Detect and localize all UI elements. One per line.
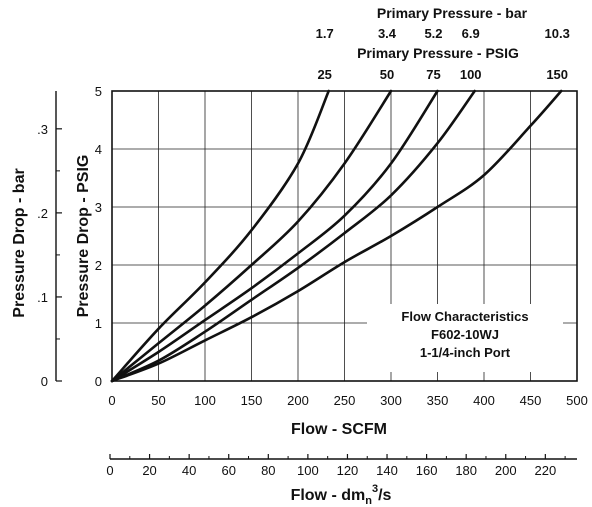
x-tick-label: 100 xyxy=(194,393,216,408)
series-line-25-psig xyxy=(110,89,330,383)
x2-tick-label: 40 xyxy=(182,463,196,478)
x2-tick-label: 60 xyxy=(221,463,235,478)
x2-tick-label: 200 xyxy=(495,463,517,478)
annotation-line-1: Flow Characteristics xyxy=(401,309,528,324)
x2-label-tail: /s xyxy=(378,487,391,504)
x2-tick-label: 20 xyxy=(142,463,156,478)
x-tick-label: 450 xyxy=(520,393,542,408)
y-tick-label: 3 xyxy=(95,200,102,215)
x-tick-label: 200 xyxy=(287,393,309,408)
series-line-150-psig xyxy=(110,89,563,383)
x2-tick-label: 120 xyxy=(337,463,359,478)
top-bar-value: 3.4 xyxy=(378,26,397,41)
x-tick-label: 150 xyxy=(241,393,263,408)
y-tick-label: 2 xyxy=(95,258,102,273)
y-axis-ticks: 0 1 2 3 4 5 xyxy=(95,84,102,389)
y2-tick-label: 0 xyxy=(41,374,48,389)
top-bar-value: 10.3 xyxy=(545,26,570,41)
plot-frame xyxy=(111,90,578,382)
y2-tick-label: .3 xyxy=(37,122,48,137)
top-psig-value: 100 xyxy=(460,67,482,82)
x-axis-label: Flow - SCFM xyxy=(291,421,387,438)
x2-tick-label: 180 xyxy=(455,463,477,478)
x-tick-label: 400 xyxy=(473,393,495,408)
series-curves xyxy=(110,89,563,383)
top-bar-value: 6.9 xyxy=(462,26,480,41)
x-tick-label: 300 xyxy=(380,393,402,408)
top-psig-axis-label: Primary Pressure - PSIG xyxy=(357,45,519,61)
x-tick-label: 250 xyxy=(334,393,356,408)
y2-axis-label: Pressure Drop - bar xyxy=(11,168,28,317)
annotation-line-3: 1-1/4-inch Port xyxy=(420,345,511,360)
y-tick-label: 0 xyxy=(95,374,102,389)
y2-tick-label: .2 xyxy=(37,206,48,221)
top-psig-value: 75 xyxy=(426,67,440,82)
y-tick-label: 5 xyxy=(95,84,102,99)
x2-tick-label: 140 xyxy=(376,463,398,478)
y-tick-label: 1 xyxy=(95,316,102,331)
x-axis-ticks: 0 50 100 150 200 250 300 350 400 450 500 xyxy=(108,393,587,408)
x2-label-sup: 3 xyxy=(372,483,378,495)
series-line-75-psig xyxy=(110,89,439,383)
y-axis-label: Pressure Drop - PSIG xyxy=(75,155,92,318)
top-bar-value: 1.7 xyxy=(316,26,334,41)
x2-tick-label: 160 xyxy=(416,463,438,478)
x2-tick-label: 100 xyxy=(297,463,319,478)
top-bar-axis-label: Primary Pressure - bar xyxy=(377,5,528,21)
series-line-50-psig xyxy=(110,89,393,383)
annotation-line-2: F602-10WJ xyxy=(431,327,499,342)
x-tick-label: 50 xyxy=(151,393,165,408)
x2-axis: 0 20 40 60 80 100 120 140 160 180 200 220 xyxy=(106,454,577,478)
x2-tick-label: 220 xyxy=(534,463,556,478)
y-tick-label: 4 xyxy=(95,142,102,157)
x2-axis-label: Flow - dmn3/s xyxy=(291,483,392,507)
top-psig-value: 150 xyxy=(546,67,568,82)
x-tick-label: 0 xyxy=(108,393,115,408)
x-tick-label: 350 xyxy=(427,393,449,408)
x-tick-label: 500 xyxy=(566,393,588,408)
top-psig-value: 25 xyxy=(317,67,331,82)
x2-tick-label: 80 xyxy=(261,463,275,478)
series-line-100-psig xyxy=(110,89,476,383)
x2-tick-label: 0 xyxy=(106,463,113,478)
top-psig-value: 50 xyxy=(380,67,394,82)
top-bar-value: 5.2 xyxy=(424,26,442,41)
y2-tick-label: .1 xyxy=(37,290,48,305)
x2-label-sub: n xyxy=(365,495,372,507)
annotation-box xyxy=(367,304,563,372)
top-primary-pressure-axes: 1.7 25 3.4 50 5.2 75 6.9 100 10.3 150 xyxy=(316,26,570,82)
x2-label-main: Flow - dm xyxy=(291,487,366,504)
y2-axis: 0 .1 .2 .3 xyxy=(37,91,62,389)
